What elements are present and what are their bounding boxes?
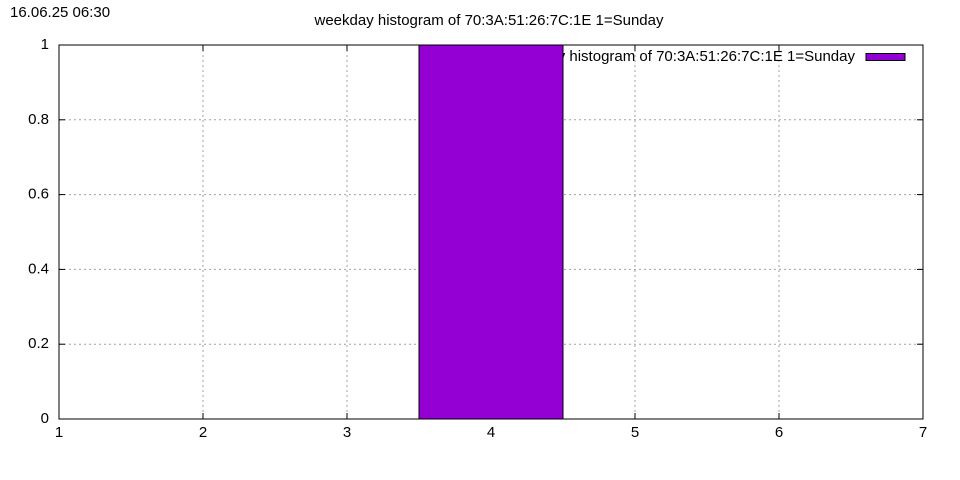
x-tick-label: 2	[199, 424, 207, 441]
y-tick-label: 0.8	[28, 111, 49, 128]
y-tick-label: 1	[41, 36, 49, 53]
x-tick-label: 5	[631, 424, 639, 441]
x-tick-label: 6	[775, 424, 783, 441]
bar	[418, 44, 564, 420]
timestamp: 16.06.25 06:30	[10, 4, 110, 21]
y-tick-label: 0.2	[28, 335, 49, 352]
legend-label: weekday histogram of 70:3A:51:26:7C:1E 1…	[505, 48, 855, 65]
y-tick-label: 0.4	[28, 260, 49, 277]
chart-title: weekday histogram of 70:3A:51:26:7C:1E 1…	[314, 12, 664, 29]
x-tick-label: 7	[919, 424, 927, 441]
x-tick-label: 1	[55, 424, 63, 441]
y-tick-label: 0	[41, 410, 49, 427]
legend-swatch	[865, 53, 906, 61]
x-tick-label: 4	[487, 424, 495, 441]
plot-border	[58, 44, 924, 420]
y-tick-label: 0.6	[28, 186, 49, 203]
x-tick-label: 3	[343, 424, 351, 441]
